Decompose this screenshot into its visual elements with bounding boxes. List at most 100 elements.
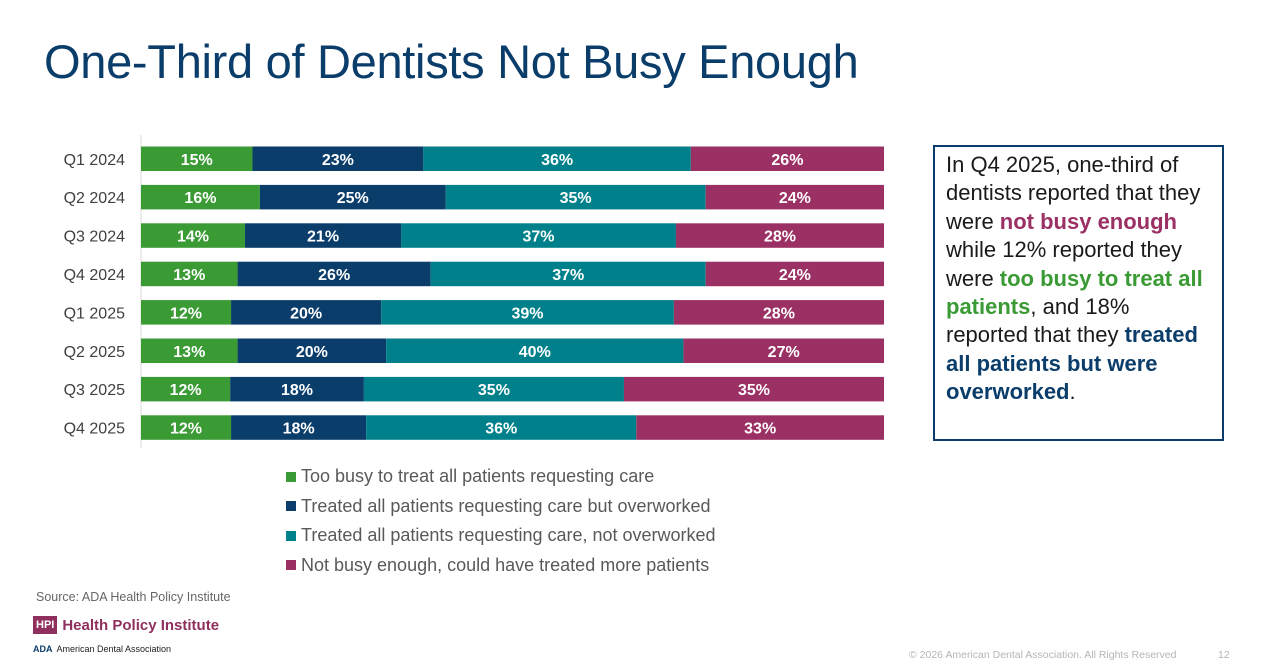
data-label: 23%: [322, 152, 354, 169]
bar-segment: [141, 415, 232, 440]
data-label: 35%: [560, 190, 592, 207]
bar-segment: [386, 338, 684, 363]
bar-segment: [366, 415, 637, 440]
data-label: 26%: [318, 267, 350, 284]
bar-segment: [141, 338, 238, 363]
data-label: 35%: [478, 382, 510, 399]
bar-segment: [690, 146, 884, 171]
bar-segment: [259, 184, 446, 210]
bar-segment: [401, 223, 676, 248]
legend-item: Treated all patients requesting care but…: [286, 492, 716, 522]
data-label: 13%: [173, 344, 205, 361]
data-label: 28%: [763, 305, 795, 322]
source-note: Source: ADA Health Policy Institute: [36, 590, 231, 604]
bar-segment: [141, 261, 238, 287]
category-label: Q2 2024: [64, 190, 125, 207]
slide-title: One-Third of Dentists Not Busy Enough: [44, 35, 859, 88]
legend-label: Treated all patients requesting care, no…: [301, 525, 716, 546]
page-number: 12: [1218, 649, 1230, 661]
bar-segment: [230, 376, 364, 402]
bar-segment: [363, 376, 624, 402]
bar-segment: [237, 338, 387, 363]
data-label: 37%: [522, 229, 554, 246]
callout-text-3: , and 18% reported that they: [946, 294, 1130, 348]
data-label: 24%: [779, 267, 811, 284]
category-label: Q4 2025: [64, 421, 125, 438]
data-label: 13%: [173, 267, 205, 284]
data-label: 21%: [307, 229, 339, 246]
legend-item: Too busy to treat all patients requestin…: [286, 462, 716, 492]
bar-segment: [141, 223, 246, 248]
legend-swatch: [286, 501, 296, 512]
data-label: 20%: [290, 305, 322, 322]
bar-segment: [237, 261, 431, 287]
bar-segment: [445, 184, 706, 210]
data-label: 14%: [177, 229, 209, 246]
category-label: Q1 2025: [64, 305, 125, 322]
category-label: Q4 2024: [64, 267, 125, 284]
bar-segment: [623, 376, 884, 402]
legend-swatch: [286, 471, 296, 482]
callout-highlight-too-busy: too busy to treat all patients: [946, 265, 1203, 320]
data-label: 12%: [170, 305, 202, 322]
callout-highlight-not-busy: not busy enough: [999, 208, 1177, 234]
category-label: Q2 2025: [64, 344, 125, 361]
legend-item: Not busy enough, could have treated more…: [286, 551, 716, 581]
callout-text-2: while 12% reported they were: [946, 237, 1183, 291]
data-label: 16%: [184, 190, 216, 207]
legend-swatch: [286, 560, 296, 571]
legend-label: Too busy to treat all patients requestin…: [301, 466, 655, 487]
data-label: 12%: [170, 382, 202, 399]
copyright-notice: © 2026 American Dental Association. All …: [909, 649, 1177, 661]
bar-segment: [252, 146, 424, 171]
bar-segment: [141, 300, 232, 325]
callout-text-1: In Q4 2025, one-third of dentists report…: [946, 152, 1201, 234]
bar-segment: [231, 415, 367, 440]
legend-item: Treated all patients requesting care, no…: [286, 521, 716, 551]
data-label: 25%: [337, 190, 369, 207]
data-label: 33%: [744, 421, 776, 438]
data-label: 27%: [768, 344, 800, 361]
data-label: 18%: [283, 421, 315, 438]
bar-segment: [430, 261, 706, 287]
legend-swatch: [286, 530, 296, 541]
bar-segment: [683, 338, 884, 363]
data-label: 28%: [764, 229, 796, 246]
legend-label: Treated all patients requesting care but…: [301, 495, 711, 516]
category-label: Q1 2024: [64, 152, 125, 169]
bar-segment: [705, 261, 884, 287]
callout-text-4: .: [1069, 379, 1076, 405]
bar-segment: [705, 184, 884, 210]
data-label: 39%: [511, 305, 543, 322]
data-label: 24%: [779, 190, 811, 207]
data-label: 37%: [552, 267, 584, 284]
bar-segment: [423, 146, 691, 171]
bar-segment: [231, 300, 382, 325]
bar-segment: [141, 376, 231, 402]
hpi-logo-name: Health Policy Institute: [62, 616, 220, 634]
data-label: 18%: [281, 382, 313, 399]
ada-logo: ADA American Dental Association: [33, 644, 171, 654]
data-label: 15%: [181, 152, 213, 169]
bar-segment: [673, 300, 884, 325]
legend-label: Not busy enough, could have treated more…: [301, 554, 710, 575]
category-label: Q3 2025: [64, 382, 125, 399]
data-label: 20%: [296, 344, 328, 361]
callout-box: In Q4 2025, one-third of dentists report…: [933, 145, 1224, 441]
data-label: 12%: [170, 421, 202, 438]
callout-highlight-overworked: treated all patients but were overworked: [946, 322, 1198, 405]
bar-segment: [636, 415, 884, 440]
data-label: 26%: [771, 152, 803, 169]
stacked-bar-chart: Q1 2024 15% 23% 36% 26% Q2 2024 16% 25% 35% 24% Q3…: [64, 135, 884, 448]
data-label: 36%: [541, 152, 573, 169]
bar-segment: [381, 300, 674, 325]
category-label: Q3 2024: [64, 229, 125, 246]
bar-segment: [245, 223, 402, 248]
bar-segment: [141, 184, 260, 210]
ada-logo-name: American Dental Association: [56, 644, 172, 654]
hpi-logo: HPI Health Policy Institute: [33, 616, 219, 634]
data-label: 36%: [485, 421, 517, 438]
data-label: 40%: [519, 344, 551, 361]
bar-segment: [675, 223, 884, 248]
chart-legend: Too busy to treat all patients requestin…: [286, 462, 716, 580]
